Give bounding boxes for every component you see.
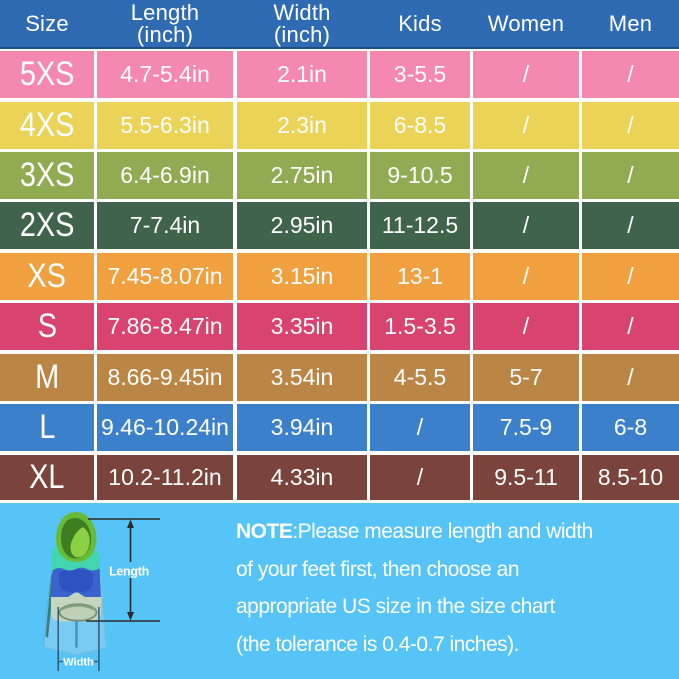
svg-text:Width: Width [63, 656, 94, 668]
svg-text:Length: Length [109, 565, 149, 579]
